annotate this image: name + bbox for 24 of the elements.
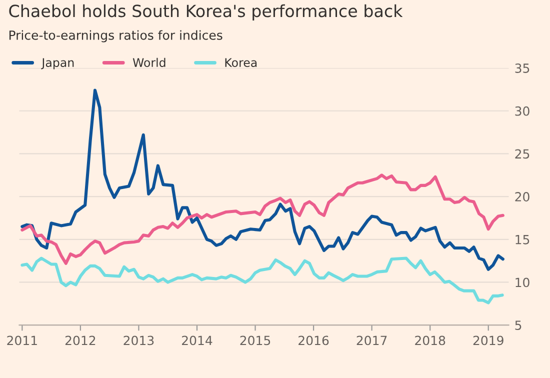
x-tick-label: 2011 [7, 336, 37, 346]
x-tick-label: 2018 [415, 336, 446, 346]
y-tick-label: 5 [515, 320, 522, 330]
legend-label: World [132, 58, 166, 68]
x-tick-label: 2015 [240, 336, 270, 346]
chart-subtitle: Price-to-earnings ratios for indices [9, 30, 222, 42]
y-tick-label: 30 [515, 106, 530, 116]
y-tick-label: 15 [516, 235, 530, 244]
line-series [20, 256, 504, 304]
line-series [20, 174, 504, 265]
y-tick-label: 35 [515, 64, 530, 73]
y-tick-label: 20 [515, 192, 530, 202]
legend-label: Korea [225, 58, 257, 68]
legend-label: Japan [41, 58, 74, 70]
x-tick-label: 2014 [182, 336, 212, 346]
y-tick-label: 25 [515, 149, 530, 159]
x-tick-label: 2013 [124, 336, 154, 346]
x-tick-label: 2016 [298, 336, 329, 346]
x-tick-label: 2012 [65, 336, 96, 346]
x-tick-label: 2019 [473, 336, 504, 346]
x-tick-label: 2017 [356, 336, 387, 346]
line-series [20, 88, 504, 271]
chart-title: Chaebol holds South Korea's performance back [9, 4, 403, 20]
y-tick-label: 10 [516, 278, 530, 288]
